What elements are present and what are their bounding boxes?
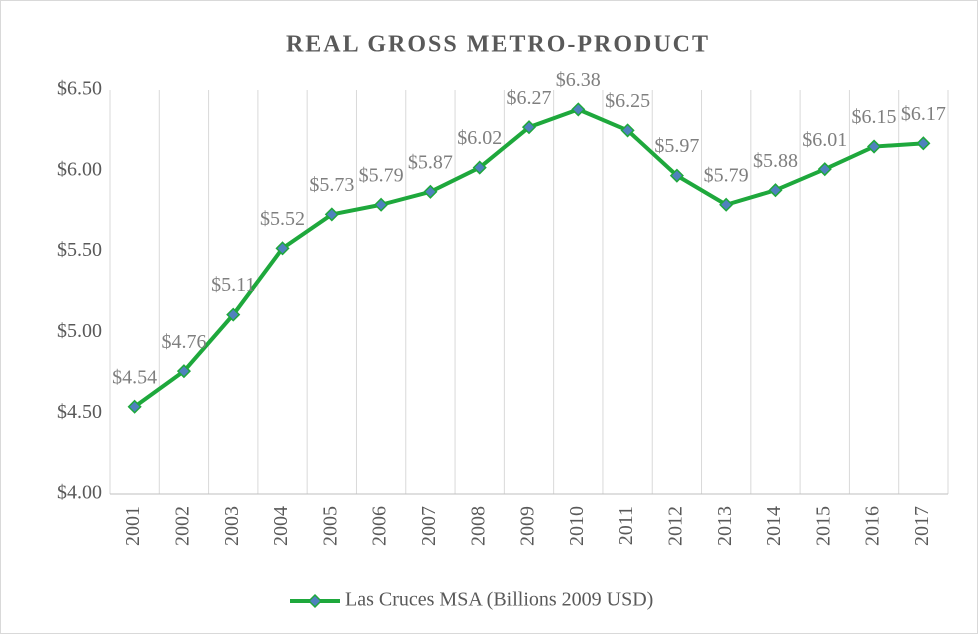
marker bbox=[620, 123, 635, 138]
legend-marker bbox=[307, 593, 323, 609]
x-tick-label: 2005 bbox=[319, 506, 341, 546]
x-tick-label: 2016 bbox=[862, 506, 884, 546]
x-tick-label: 2006 bbox=[369, 506, 391, 546]
data-label: $5.79 bbox=[359, 164, 404, 186]
data-label: $5.87 bbox=[408, 151, 453, 173]
marker bbox=[226, 307, 241, 322]
data-label: $6.38 bbox=[556, 69, 601, 91]
marker bbox=[374, 197, 389, 212]
x-tick-label: 2013 bbox=[714, 506, 736, 546]
marker bbox=[866, 139, 882, 154]
data-label: $6.01 bbox=[802, 129, 847, 151]
marker bbox=[768, 183, 783, 198]
x-tick-label: 2004 bbox=[270, 506, 292, 546]
marker bbox=[669, 168, 684, 183]
data-label: $6.27 bbox=[507, 87, 552, 109]
data-label: $6.15 bbox=[852, 106, 897, 128]
legend-label: Las Cruces MSA (Billions 2009 USD) bbox=[345, 589, 653, 611]
data-label: $6.25 bbox=[605, 90, 650, 112]
x-tick-label: 2009 bbox=[517, 506, 539, 546]
marker bbox=[324, 207, 339, 222]
data-label: $5.97 bbox=[654, 135, 699, 157]
y-tick-label: $6.00 bbox=[57, 158, 102, 180]
x-tick-label: 2001 bbox=[122, 506, 144, 546]
x-tick-label: 2007 bbox=[418, 506, 440, 546]
marker bbox=[719, 197, 734, 212]
y-tick-label: $5.00 bbox=[57, 320, 102, 342]
marker bbox=[817, 162, 832, 177]
data-label: $6.02 bbox=[457, 127, 502, 149]
x-tick-label: 2010 bbox=[566, 506, 588, 546]
x-tick-label: 2014 bbox=[763, 506, 785, 546]
marker bbox=[176, 364, 192, 379]
data-label: $4.54 bbox=[112, 366, 157, 388]
data-label: $5.73 bbox=[309, 174, 354, 196]
x-tick-label: 2017 bbox=[911, 506, 933, 546]
y-tick-label: $6.50 bbox=[57, 78, 102, 100]
y-tick-label: $4.50 bbox=[57, 401, 102, 423]
data-label: $5.88 bbox=[753, 150, 798, 172]
marker bbox=[916, 136, 931, 151]
x-tick-label: 2002 bbox=[172, 506, 194, 546]
marker bbox=[571, 102, 586, 117]
y-tick-label: $5.50 bbox=[57, 239, 102, 261]
x-tick-label: 2011 bbox=[615, 506, 637, 545]
data-label: $5.11 bbox=[211, 274, 255, 296]
x-tick-label: 2008 bbox=[467, 506, 489, 546]
y-tick-label: $4.00 bbox=[57, 482, 102, 504]
data-label: $5.79 bbox=[704, 164, 749, 186]
marker bbox=[423, 184, 438, 199]
x-tick-label: 2003 bbox=[221, 506, 243, 546]
x-tick-label: 2012 bbox=[664, 506, 686, 546]
x-tick-label: 2015 bbox=[812, 506, 834, 546]
data-label: $6.17 bbox=[901, 103, 946, 125]
marker bbox=[127, 399, 142, 414]
marker bbox=[521, 120, 537, 135]
marker bbox=[472, 160, 487, 175]
chart-title: REAL GROSS METRO-PRODUCT bbox=[286, 32, 710, 58]
marker bbox=[275, 241, 290, 256]
data-label: $4.76 bbox=[161, 331, 206, 353]
data-label: $5.52 bbox=[260, 208, 305, 230]
